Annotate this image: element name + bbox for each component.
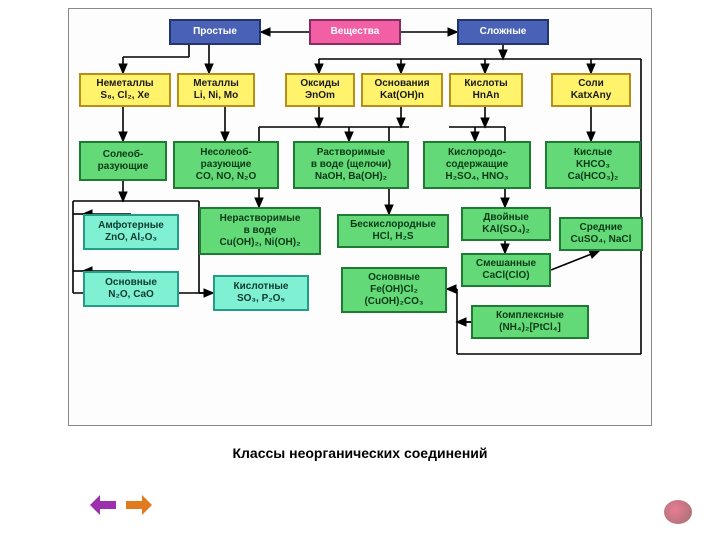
decoration-icon [664, 500, 692, 524]
node-oxygen-acids: Кислородо-содержащиеH₂SO₄, HNO₃ [423, 141, 531, 189]
node-oxides: ОксидыЭnOm [285, 73, 355, 107]
node-double: ДвойныеKAl(SO₄)₂ [461, 207, 551, 241]
node-soluble: Растворимыев воде (щелочи)NaOH, Ba(OH)₂ [293, 141, 409, 189]
node-acid-salts: КислыеKHCO₃Ca(HCO₃)₂ [545, 141, 641, 189]
node-non-salt-forming: Несолеоб-разующиеCO, NO, N₂O [173, 141, 279, 189]
node-basic-oxides: ОсновныеN₂O, CaO [83, 271, 179, 307]
nav-next-button[interactable] [124, 493, 154, 522]
node-metals: МеталлыLi, Ni, Mo [177, 73, 255, 107]
node-salt-forming: Солеоб-разующие [79, 141, 167, 181]
node-amphoteric: АмфотерныеZnO, Al₂O₃ [83, 214, 179, 250]
node-acids: КислотыHnAn [449, 73, 523, 107]
node-mixed: СмешанныеCaCl(ClO) [461, 253, 551, 287]
node-complex-salts: Комплексные(NH₄)₂[PtCl₄] [471, 305, 589, 339]
node-complex: Сложные [457, 19, 549, 45]
nav-prev-button[interactable] [88, 493, 118, 522]
node-nonmetals: НеметаллыS₈, Cl₂, Xe [79, 73, 171, 107]
node-salts: СолиKatxAny [551, 73, 631, 107]
diagram-caption: Классы неорганических соединений [0, 445, 720, 461]
node-bases: ОснованияKat(OH)n [361, 73, 443, 107]
node-acidic-oxides: КислотныеSO₃, P₂O₅ [213, 275, 309, 311]
node-simple: Простые [169, 19, 261, 45]
node-middle: СредниеCuSO₄, NaCl [559, 217, 643, 251]
diagram-frame: Вещества Простые Сложные НеметаллыS₈, Cl₂, … [68, 8, 652, 426]
node-anoxic: БескислородныеHCl, H₂S [337, 214, 449, 248]
node-basic-salts: ОсновныеFe(OH)Cl₂(CuOH)₂CO₃ [341, 267, 447, 313]
node-substances: Вещества [309, 19, 401, 45]
node-insoluble: Нерастворимыев водеCu(OH)₂, Ni(OH)₂ [199, 207, 321, 255]
